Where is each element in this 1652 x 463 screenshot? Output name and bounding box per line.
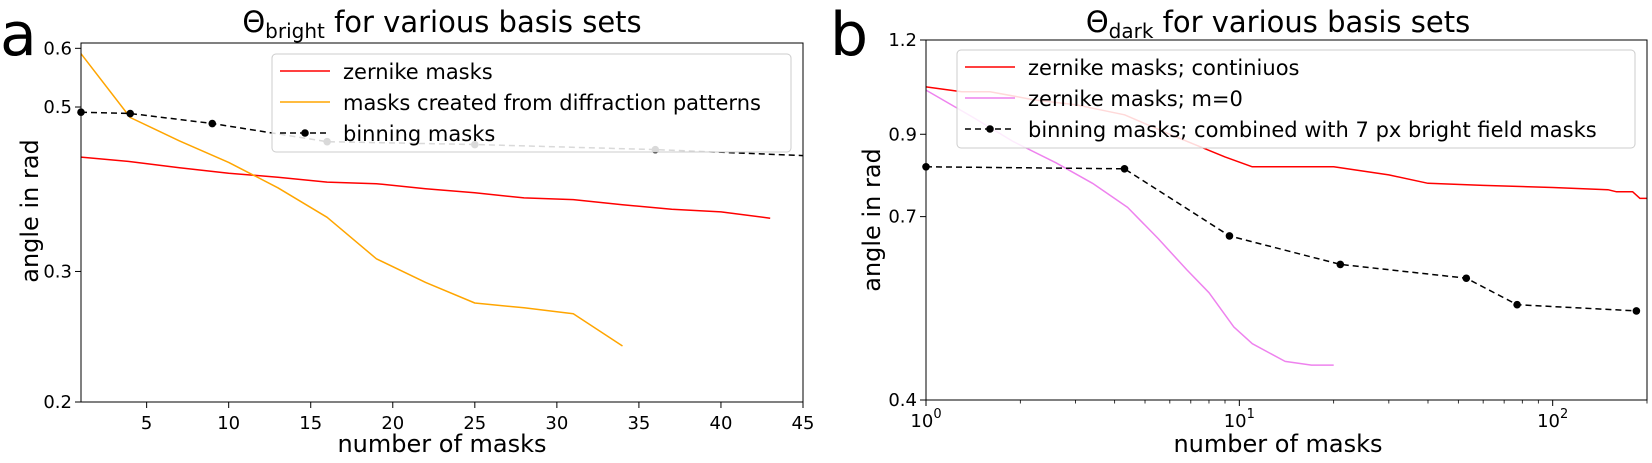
x-tick-label-a: 40 bbox=[710, 413, 733, 434]
data-point-a-2 bbox=[126, 109, 135, 118]
x-tick-label-exp-b: 0 bbox=[933, 407, 941, 422]
x-axis-label-a: number of masks bbox=[337, 430, 546, 458]
title-subscript-b: dark bbox=[1109, 19, 1154, 43]
y-tick-label-a: 0.6 bbox=[43, 38, 72, 59]
legend-label-binning: binning masks bbox=[343, 122, 495, 146]
title-rest-a: for various basis sets bbox=[325, 5, 642, 39]
x-tick-label-a: 35 bbox=[627, 413, 650, 434]
y-tick-label-b: 0.9 bbox=[888, 124, 917, 145]
x-tick-label-a: 45 bbox=[792, 413, 815, 434]
axes-frame-a bbox=[80, 42, 804, 403]
legend-label-combined: binning masks; combined with 7 px bright… bbox=[1028, 118, 1597, 142]
legend-label-diffraction: masks created from diffraction patterns bbox=[343, 91, 761, 115]
legend-a: zernike masks masks created from diffrac… bbox=[271, 53, 792, 153]
panel-a: a Θbright for various basis sets number … bbox=[0, 0, 814, 458]
x-tick-label-b: 102 bbox=[1537, 407, 1568, 432]
title-subscript-a: bright bbox=[265, 19, 325, 43]
y-tick-label-b: 0.4 bbox=[888, 390, 917, 411]
y-tick-label-a: 0.2 bbox=[43, 392, 72, 413]
x-tick-label-a: 25 bbox=[463, 413, 486, 434]
x-tick-label-base-b: 10 bbox=[1224, 411, 1247, 432]
y-tick-label-a: 0.3 bbox=[43, 261, 72, 282]
legend-b: zernike masks; continiuos zernike masks;… bbox=[956, 49, 1636, 149]
y-tick-label-b: 1.2 bbox=[888, 30, 917, 51]
panel-letter-b: b bbox=[830, 0, 868, 70]
data-point-b-2 bbox=[1120, 164, 1129, 173]
x-tick-label-a: 20 bbox=[381, 413, 404, 434]
legend-label-m0: zernike masks; m=0 bbox=[1028, 87, 1243, 111]
data-point-b-2 bbox=[1336, 260, 1345, 269]
y-tick-label-a: 0.5 bbox=[43, 97, 72, 118]
chart-title-a: Θbright for various basis sets bbox=[242, 5, 641, 43]
data-point-b-2 bbox=[1462, 274, 1471, 283]
y-tick-label-b: 0.7 bbox=[888, 207, 917, 228]
title-symbol-b: Θ bbox=[1086, 5, 1109, 39]
legend-label-zernike: zernike masks bbox=[343, 60, 493, 84]
x-tick-label-base-b: 10 bbox=[1537, 411, 1560, 432]
legend-marker-binning bbox=[301, 129, 309, 137]
x-tick-label-exp-b: 1 bbox=[1247, 407, 1255, 422]
x-axis-label-b: number of masks bbox=[1173, 430, 1382, 458]
data-point-b-2 bbox=[1513, 300, 1521, 309]
x-tick-label-a: 5 bbox=[141, 413, 152, 434]
series-line-a-0 bbox=[80, 156, 771, 219]
legend-marker-combined bbox=[986, 125, 994, 133]
legend-box-b bbox=[956, 49, 1636, 149]
x-tick-label-a: 30 bbox=[545, 413, 568, 434]
series-line-b-2 bbox=[925, 166, 1637, 312]
x-tick-label-a: 15 bbox=[299, 413, 322, 434]
y-axis-label-a: angle in rad bbox=[16, 139, 44, 283]
x-tick-label-a: 10 bbox=[217, 413, 240, 434]
chart-title-b: Θdark for various basis sets bbox=[1086, 5, 1470, 43]
data-point-b-2 bbox=[1225, 232, 1234, 240]
data-point-a-2 bbox=[208, 119, 217, 128]
x-tick-label-b: 100 bbox=[910, 407, 941, 432]
legend-label-continuous: zernike masks; continiuos bbox=[1028, 56, 1300, 80]
title-symbol-a: Θ bbox=[242, 5, 265, 39]
axes-frame-b bbox=[925, 39, 1648, 401]
y-axis-label-b: angle in rad bbox=[858, 148, 886, 292]
panel-letter-a: a bbox=[0, 0, 37, 70]
panel-b: b Θdark for various basis sets number of… bbox=[830, 0, 1648, 458]
legend-box-a bbox=[271, 53, 792, 153]
x-tick-label-base-b: 10 bbox=[910, 411, 933, 432]
data-point-b-2 bbox=[1632, 307, 1641, 315]
ticks-a: 5 10 15 20 25 30 35 40 45 0.2 0.3 0.5 0.6 bbox=[43, 38, 814, 434]
x-tick-label-exp-b: 2 bbox=[1560, 407, 1568, 422]
title-rest-b: for various basis sets bbox=[1153, 5, 1470, 39]
x-tick-label-b: 101 bbox=[1224, 407, 1255, 432]
series-line-a-1 bbox=[80, 53, 623, 347]
